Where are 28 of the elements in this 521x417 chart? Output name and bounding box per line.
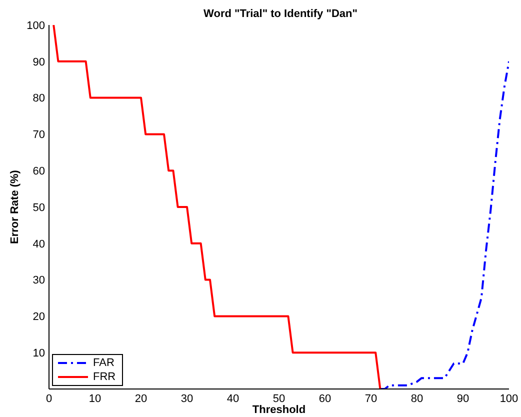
- y-tick-label: 80: [32, 92, 45, 105]
- y-tick-label: 50: [32, 202, 45, 214]
- legend-label: FRR: [93, 370, 116, 384]
- y-tick-label: 10: [32, 348, 45, 360]
- x-tick-label: 90: [456, 392, 470, 405]
- chart-title: Word "Trial" to Identify "Dan": [202, 8, 358, 20]
- x-tick-label: 30: [180, 392, 194, 405]
- x-tick-label: 20: [134, 392, 148, 405]
- x-tick-label: 60: [318, 392, 332, 405]
- y-tick-label: 40: [32, 238, 45, 250]
- x-tick-label: 80: [410, 392, 424, 405]
- y-tick-label: 30: [32, 274, 45, 287]
- y-tick-label: 60: [32, 166, 45, 178]
- x-tick-label: 100: [500, 392, 518, 405]
- line-series: [52, 25, 382, 389]
- y-tick-label: 100: [26, 20, 45, 32]
- x-tick-label: 40: [226, 392, 240, 405]
- x-tick-label: 50: [272, 392, 286, 405]
- x-tick-label: 10: [88, 392, 102, 405]
- y-tick-label: 90: [32, 56, 45, 68]
- x-tick-label: 70: [364, 392, 378, 405]
- line-series: [379, 60, 509, 389]
- x-axis-title: Threshold: [252, 404, 306, 416]
- y-tick-label: 70: [32, 129, 45, 142]
- y-axis-title: Error Rate (%): [8, 170, 21, 244]
- x-tick-label: 0: [46, 392, 52, 405]
- legend-label: FAR: [93, 356, 114, 370]
- y-tick-label: 20: [32, 311, 45, 324]
